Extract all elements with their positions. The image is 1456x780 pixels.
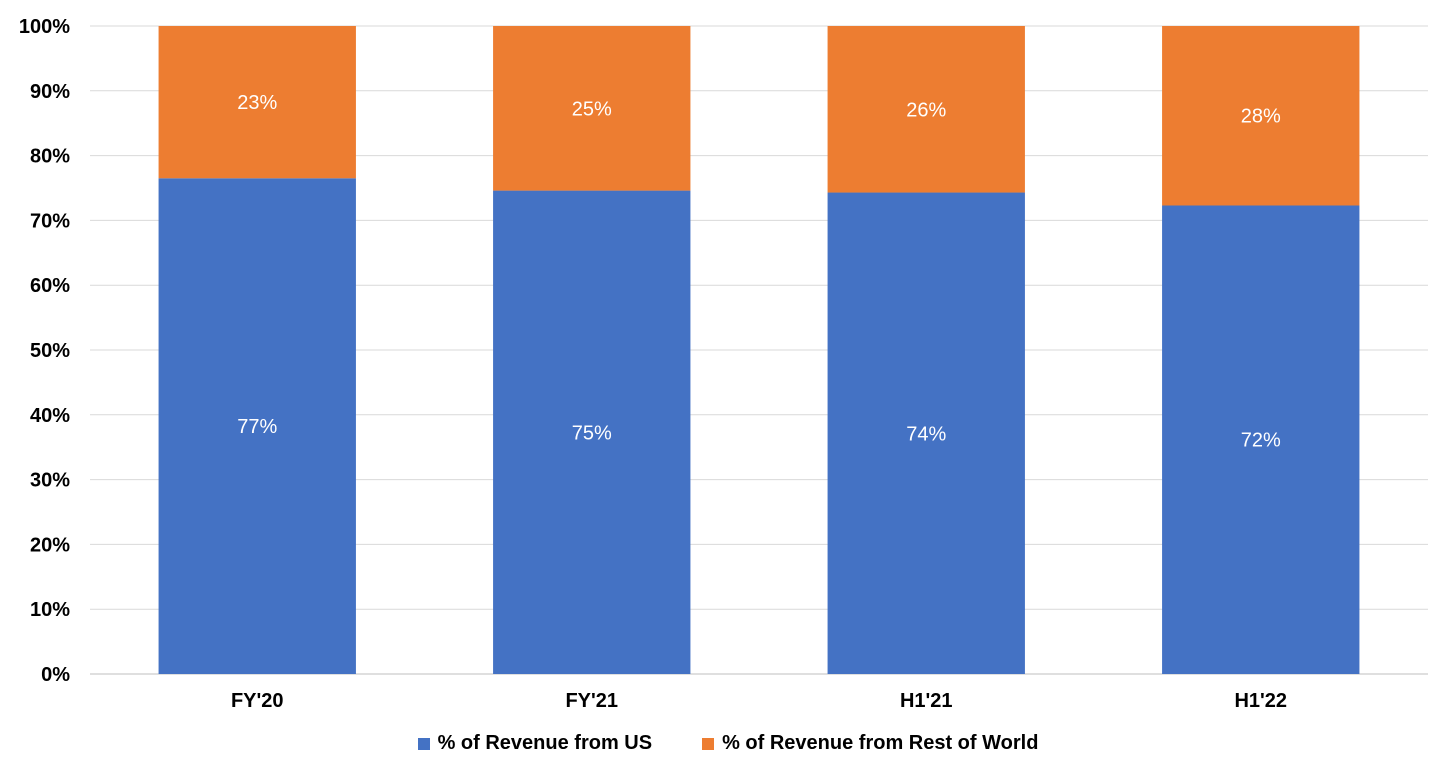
y-tick-label: 80%: [30, 146, 70, 168]
bar-rest-of-world: [1162, 26, 1360, 206]
y-tick-label: 100%: [19, 16, 70, 38]
y-tick-label: 50%: [30, 340, 70, 362]
x-tick-label: H1'22: [1234, 690, 1287, 712]
legend-item-us: % of Revenue from US: [417, 732, 653, 755]
data-label-us: 72%: [1241, 430, 1281, 452]
y-tick-label: 90%: [30, 81, 70, 103]
data-label-us: 74%: [906, 423, 946, 445]
x-tick-label: H1'21: [900, 690, 953, 712]
legend-swatch-us: [417, 737, 430, 750]
legend-label-rest-of-world: % of Revenue from Rest of World: [722, 732, 1039, 754]
bar-rest-of-world: [158, 26, 356, 179]
x-tick-label: FY'21: [565, 690, 618, 712]
y-tick-label: 30%: [30, 470, 70, 492]
bar-rest-of-world: [493, 26, 691, 191]
data-label-us: 77%: [237, 416, 277, 438]
data-label-rest-of-world: 23%: [237, 92, 277, 114]
bar-us: [827, 192, 1025, 674]
stacked-bar-chart: 0% 10% 20% 30% 40% 50% 60% 70% 80% 90% 100% 77% 23% F…: [19, 16, 1428, 712]
y-tick-label: 20%: [30, 534, 70, 556]
legend-item-rest-of-world: % of Revenue from Rest of World: [702, 732, 1038, 755]
y-tick-label: 60%: [30, 275, 70, 297]
data-label-rest-of-world: 25%: [572, 98, 612, 120]
y-tick-label: 40%: [30, 405, 70, 427]
y-tick-label: 0%: [41, 664, 70, 686]
bar-us: [158, 178, 356, 674]
x-tick-label: FY'20: [231, 690, 284, 712]
legend-swatch-rest-of-world: [702, 737, 715, 750]
data-label-us: 75%: [572, 422, 612, 444]
bar-us: [493, 190, 691, 675]
legend: % of Revenue from US % of Revenue from R…: [0, 732, 1456, 755]
y-tick-label: 70%: [30, 210, 70, 232]
data-label-rest-of-world: 26%: [906, 99, 946, 121]
data-label-rest-of-world: 28%: [1241, 106, 1281, 128]
bar-rest-of-world: [827, 26, 1025, 193]
y-tick-label: 10%: [30, 599, 70, 621]
bar-us: [1162, 205, 1360, 674]
legend-label-us: % of Revenue from US: [437, 732, 653, 754]
